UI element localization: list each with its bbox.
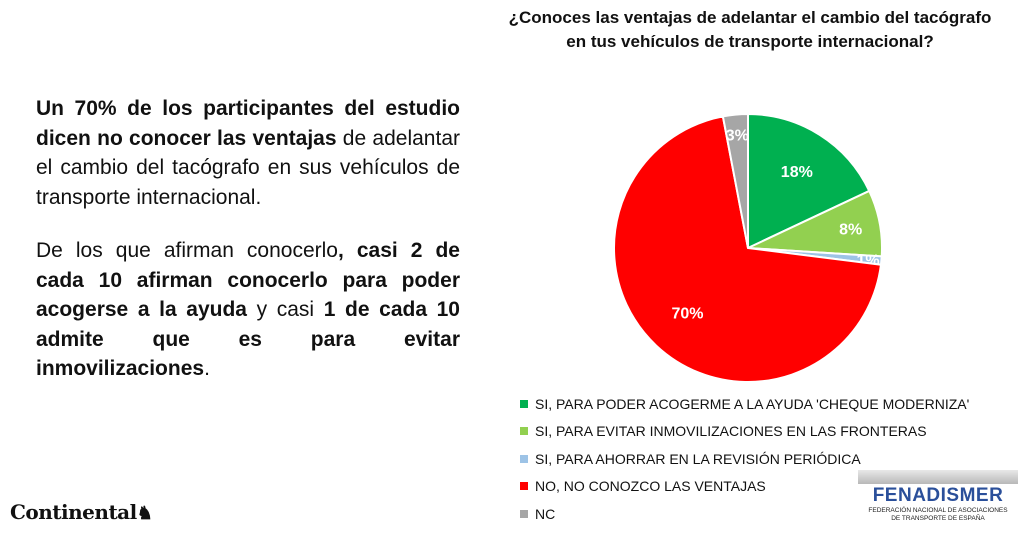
legend-label-0: SI, PARA PODER ACOGERME A LA AYUDA 'CHEQ… [535, 395, 970, 412]
fenadismer-logo-sub2: DE TRANSPORTE DE ESPAÑA [891, 515, 985, 522]
pie-chart: 18%8%1%70%3% [613, 112, 883, 383]
summary-text-2b: y casi [246, 298, 324, 321]
summary-text-1: de adelantar el cambio del tacógrafo en … [36, 126, 460, 209]
pie-slice-0 [747, 112, 871, 250]
fenadismer-logo-bar [858, 470, 1018, 484]
horse-icon: ♞ [136, 503, 153, 524]
continental-logo: Continental♞ [10, 500, 153, 524]
legend-item-1: SI, PARA EVITAR INMOVILIZACIONES EN LAS … [520, 418, 969, 446]
pie-slice-3 [613, 115, 883, 383]
chart-legend: SI, PARA PODER ACOGERME A LA AYUDA 'CHEQ… [520, 390, 969, 528]
legend-item-3: NO, NO CONOZCO LAS VENTAJAS [520, 473, 969, 501]
pie-data-label-1: 8% [839, 221, 862, 238]
legend-label-4: NC [535, 505, 556, 522]
summary-text: Un 70% de los participantes del estudio … [36, 94, 460, 408]
legend-item-4: NC [520, 500, 969, 528]
fenadismer-logo: FENADISMER FEDERACIÓN NACIONAL DE ASOCIA… [858, 470, 1018, 523]
legend-swatch-4 [520, 509, 528, 518]
summary-text-2a: De los que afirman conocerlo [36, 239, 338, 262]
summary-paragraph-2: De los que afirman conocerlo, casi 2 de … [36, 236, 460, 384]
fenadismer-logo-name: FENADISMER [872, 485, 1004, 506]
pie-slice-4 [721, 112, 749, 249]
continental-logo-text: Continental [10, 500, 137, 524]
chart-title: ¿Conoces las ventajas de adelantar el ca… [508, 8, 992, 51]
pie-data-label-4: 3% [726, 128, 749, 145]
legend-swatch-1 [520, 427, 528, 436]
legend-item-0: SI, PARA PODER ACOGERME A LA AYUDA 'CHEQ… [520, 390, 969, 418]
legend-swatch-0 [520, 399, 528, 408]
legend-label-2: SI, PARA AHORRAR EN LA REVISIÓN PERIÓDIC… [535, 450, 861, 467]
legend-swatch-3 [520, 482, 528, 491]
summary-highlight-1: Un 70% de los participantes del estudio … [36, 97, 460, 150]
summary-text-2c: . [204, 357, 210, 380]
fenadismer-logo-sub1: FEDERACIÓN NACIONAL DE ASOCIACIONES [868, 507, 1008, 514]
pie-data-label-3: 70% [671, 305, 703, 322]
summary-paragraph-1: Un 70% de los participantes del estudio … [36, 94, 460, 212]
summary-highlight-2a: , casi 2 de cada 10 afirman conocerlo pa… [36, 239, 460, 321]
summary-highlight-2b: 1 de cada 10 admite que es para evitar i… [36, 298, 460, 380]
legend-label-1: SI, PARA EVITAR INMOVILIZACIONES EN LAS … [535, 423, 927, 440]
legend-item-2: SI, PARA AHORRAR EN LA REVISIÓN PERIÓDIC… [520, 445, 969, 473]
legend-label-3: NO, NO CONOZCO LAS VENTAJAS [535, 478, 766, 495]
legend-swatch-2 [520, 454, 528, 463]
pie-data-label-0: 18% [781, 164, 813, 181]
